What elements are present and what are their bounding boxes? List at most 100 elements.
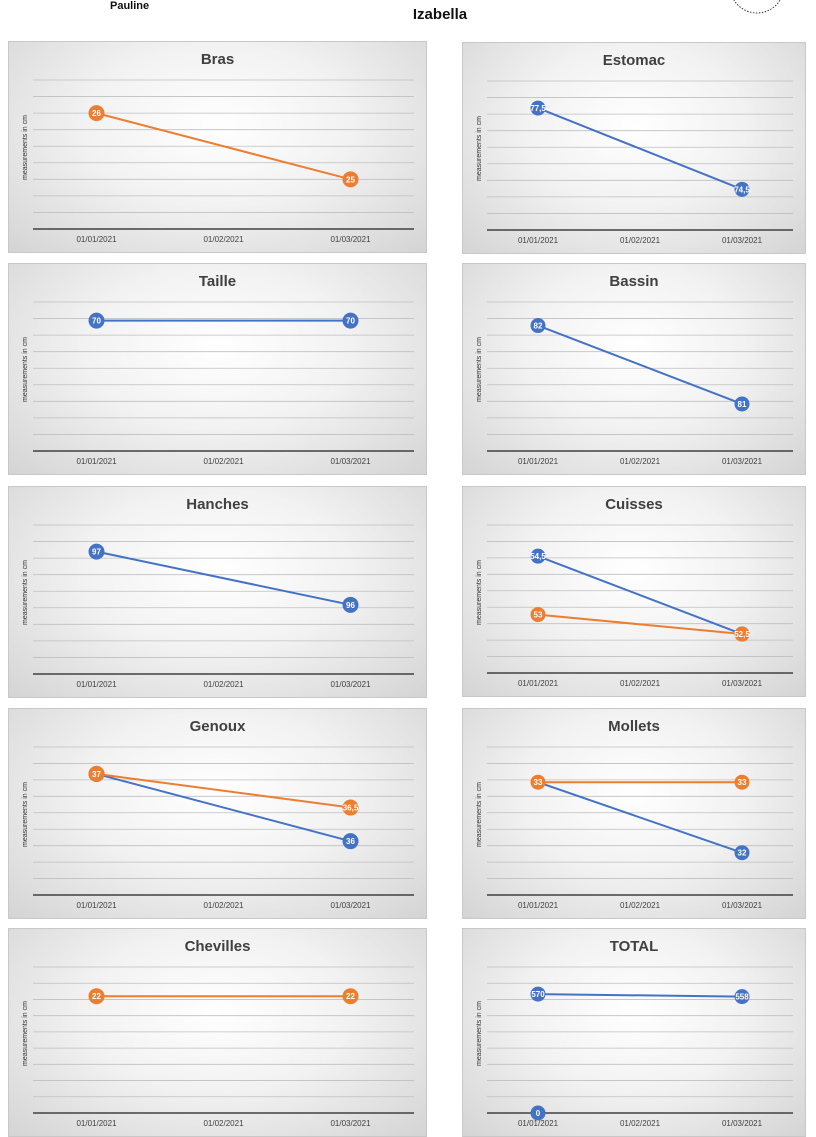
data-point <box>88 312 105 329</box>
x-tick-label: 01/01/2021 <box>76 901 117 910</box>
data-label: 26 <box>92 109 101 118</box>
x-tick-label: 01/01/2021 <box>517 1119 559 1128</box>
data-label: 22 <box>92 992 101 1001</box>
x-tick-label: 01/03/2021 <box>330 901 371 910</box>
data-point <box>734 396 750 412</box>
chart-title: Hanches <box>186 496 249 513</box>
chart-title: Bassin <box>609 273 659 290</box>
data-label: 33 <box>738 778 747 787</box>
data-label: 53 <box>534 611 543 620</box>
data-label: 37 <box>92 770 101 779</box>
x-tick-label: 01/03/2021 <box>721 236 763 245</box>
series-line <box>537 781 743 854</box>
x-tick-label: 01/03/2021 <box>721 901 763 910</box>
chart-total: TOTAL measurements in cm 570 558 0 01/01/2021… <box>462 928 806 1137</box>
data-point <box>342 312 359 329</box>
x-tick-label: 01/01/2021 <box>517 901 559 910</box>
x-tick-label: 01/02/2021 <box>203 1119 244 1128</box>
x-tick-label: 01/02/2021 <box>203 457 244 466</box>
x-tick-label: 01/02/2021 <box>203 901 244 910</box>
x-tick-label: 01/02/2021 <box>203 235 244 244</box>
x-tick-label: 01/03/2021 <box>721 457 763 466</box>
x-tick-label: 01/02/2021 <box>619 236 661 245</box>
series-line <box>537 555 743 635</box>
chart-plot: 37363736,5 <box>33 746 414 896</box>
x-tick-label: 01/01/2021 <box>517 457 559 466</box>
data-label: 70 <box>346 317 355 326</box>
x-tick-label: 01/01/2021 <box>517 236 559 245</box>
data-point <box>342 596 359 613</box>
series-line <box>96 550 351 606</box>
series-line <box>96 112 351 181</box>
data-point <box>734 181 750 197</box>
x-tick-label: 01/03/2021 <box>330 457 371 466</box>
data-point <box>88 543 105 560</box>
data-label: 32 <box>738 849 747 858</box>
data-point <box>530 986 546 1002</box>
data-label: 36 <box>346 837 355 846</box>
data-point <box>342 833 359 850</box>
data-point <box>734 845 750 861</box>
data-point <box>88 105 105 122</box>
data-point <box>88 765 105 782</box>
chart-title: Cuisses <box>605 496 663 513</box>
x-tick-label: 01/02/2021 <box>203 680 244 689</box>
chart-plot: 26 25 <box>33 79 414 230</box>
data-label: 97 <box>92 548 101 557</box>
x-tick-label: 01/01/2021 <box>517 679 559 688</box>
chart-bras: Bras measurements in cm 26 25 01/01/2021 01/0… <box>8 41 427 253</box>
data-label: 36,5 <box>343 804 359 813</box>
data-point <box>342 799 359 816</box>
x-tick-label: 01/02/2021 <box>619 679 661 688</box>
data-label: 22 <box>346 992 355 1001</box>
x-tick-label: 01/03/2021 <box>330 235 371 244</box>
data-point <box>530 607 546 623</box>
x-tick-label: 01/01/2021 <box>76 457 117 466</box>
data-point <box>530 318 546 334</box>
data-point <box>734 989 750 1005</box>
chart-title: Chevilles <box>184 938 251 955</box>
series-line <box>537 993 743 998</box>
chart-estomac: Estomac measurements in cm 77,5 74,5 01/01/2… <box>462 42 806 254</box>
data-label: 570 <box>531 990 545 999</box>
data-label: 77,5 <box>530 104 546 113</box>
data-point <box>734 626 750 642</box>
chart-title: Mollets <box>608 718 660 735</box>
x-tick-label: 01/02/2021 <box>619 457 661 466</box>
data-label: 25 <box>346 175 355 184</box>
data-label: 33 <box>534 778 543 787</box>
chart-title: Genoux <box>189 718 246 735</box>
data-label: 96 <box>346 601 355 610</box>
x-tick-label: 01/02/2021 <box>619 901 661 910</box>
x-tick-label: 01/03/2021 <box>330 680 371 689</box>
series-line <box>96 772 351 809</box>
chart-plot: 33 33 32 <box>487 746 793 896</box>
data-label: 81 <box>738 400 747 409</box>
chart-plot: 97 96 <box>33 524 414 675</box>
x-tick-label: 01/03/2021 <box>330 1119 371 1128</box>
data-point <box>530 100 546 116</box>
x-tick-label: 01/01/2021 <box>76 235 117 244</box>
x-tick-label: 01/03/2021 <box>721 1119 763 1128</box>
data-point <box>530 548 546 564</box>
chart-plot: 82 81 <box>487 301 793 452</box>
data-label: 74,5 <box>734 185 750 194</box>
data-label: 54,5 <box>530 552 546 561</box>
chart-mollets: Mollets measurements in cm 33 33 32 01/01/202… <box>462 708 806 919</box>
series-line <box>537 107 743 191</box>
page-title: Izabella <box>412 6 468 23</box>
chart-title: Taille <box>198 273 237 290</box>
series-line <box>96 772 351 843</box>
chart-plot: 77,5 74,5 <box>487 80 793 231</box>
data-point <box>88 988 105 1005</box>
series-line <box>537 613 743 636</box>
chart-taille: Taille measurements in cm 70 70 01/01/2021 01… <box>8 263 427 475</box>
x-tick-label: 01/01/2021 <box>76 680 117 689</box>
data-label: 82 <box>534 322 543 331</box>
x-tick-label: 01/01/2021 <box>76 1119 117 1128</box>
data-label: 70 <box>92 317 101 326</box>
chart-plot: 22 22 <box>33 966 414 1114</box>
